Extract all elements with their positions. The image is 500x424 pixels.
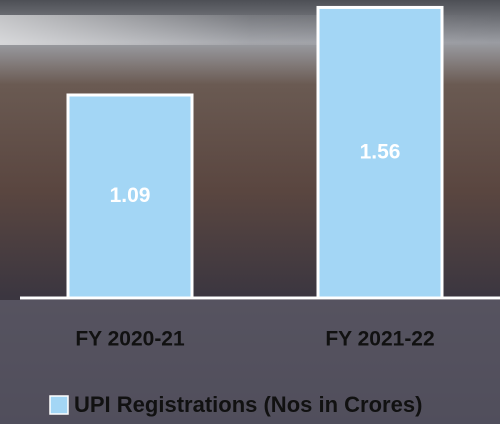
x-tick-label: FY 2020-21 [75, 328, 185, 351]
data-label: 1.09 [110, 184, 151, 207]
legend-label: UPI Registrations (Nos in Crores) [74, 392, 422, 417]
legend-swatch [50, 396, 68, 414]
x-tick-label: FY 2021-22 [325, 328, 434, 351]
chart: 1.09 1.56 FY 2020-21 FY 2021-22 UPI Registra… [0, 0, 500, 424]
data-label: 1.56 [360, 140, 401, 163]
